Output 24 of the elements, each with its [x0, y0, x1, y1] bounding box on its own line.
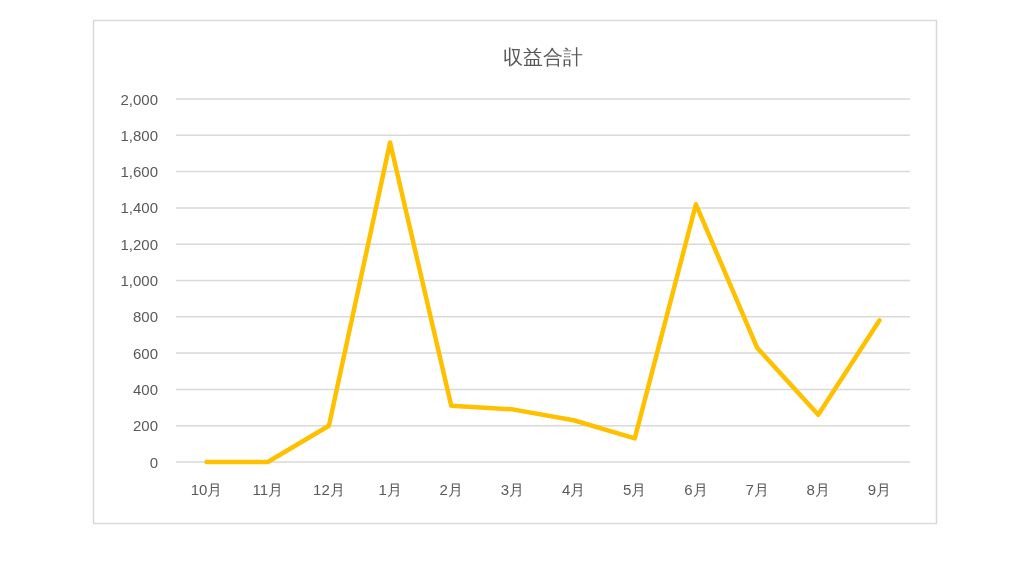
x-tick-label: 11月 [252, 481, 284, 498]
x-tick-label: 7月 [745, 481, 769, 498]
y-tick-label: 1,200 [120, 235, 158, 253]
x-tick-label: 9月 [867, 481, 892, 498]
x-tick-label: 2月 [439, 481, 463, 498]
y-tick-label: 1,000 [120, 272, 158, 289]
x-tick-label: 4月 [561, 481, 586, 498]
y-tick-label: 600 [132, 344, 158, 362]
x-tick-label: 6月 [684, 481, 708, 498]
x-tick-label: 12月 [313, 481, 345, 498]
x-tick-label: 8月 [806, 481, 830, 498]
x-tick-label: 1月 [378, 481, 402, 498]
x-tick-label: 5月 [623, 481, 647, 498]
y-tick-label: 0 [149, 453, 158, 471]
x-tick-label: 10月 [190, 481, 223, 498]
y-tick-label: 800 [132, 308, 158, 326]
y-tick-label: 200 [132, 417, 158, 435]
x-tick-label: 3月 [500, 481, 525, 498]
y-tick-label: 1,600 [120, 163, 158, 181]
y-tick-label: 1,800 [120, 126, 158, 144]
chart-title: 収益合計 [503, 46, 583, 68]
y-tick-label: 400 [132, 380, 158, 398]
y-tick-label: 2,000 [120, 90, 158, 108]
y-tick-label: 1,400 [120, 199, 158, 217]
